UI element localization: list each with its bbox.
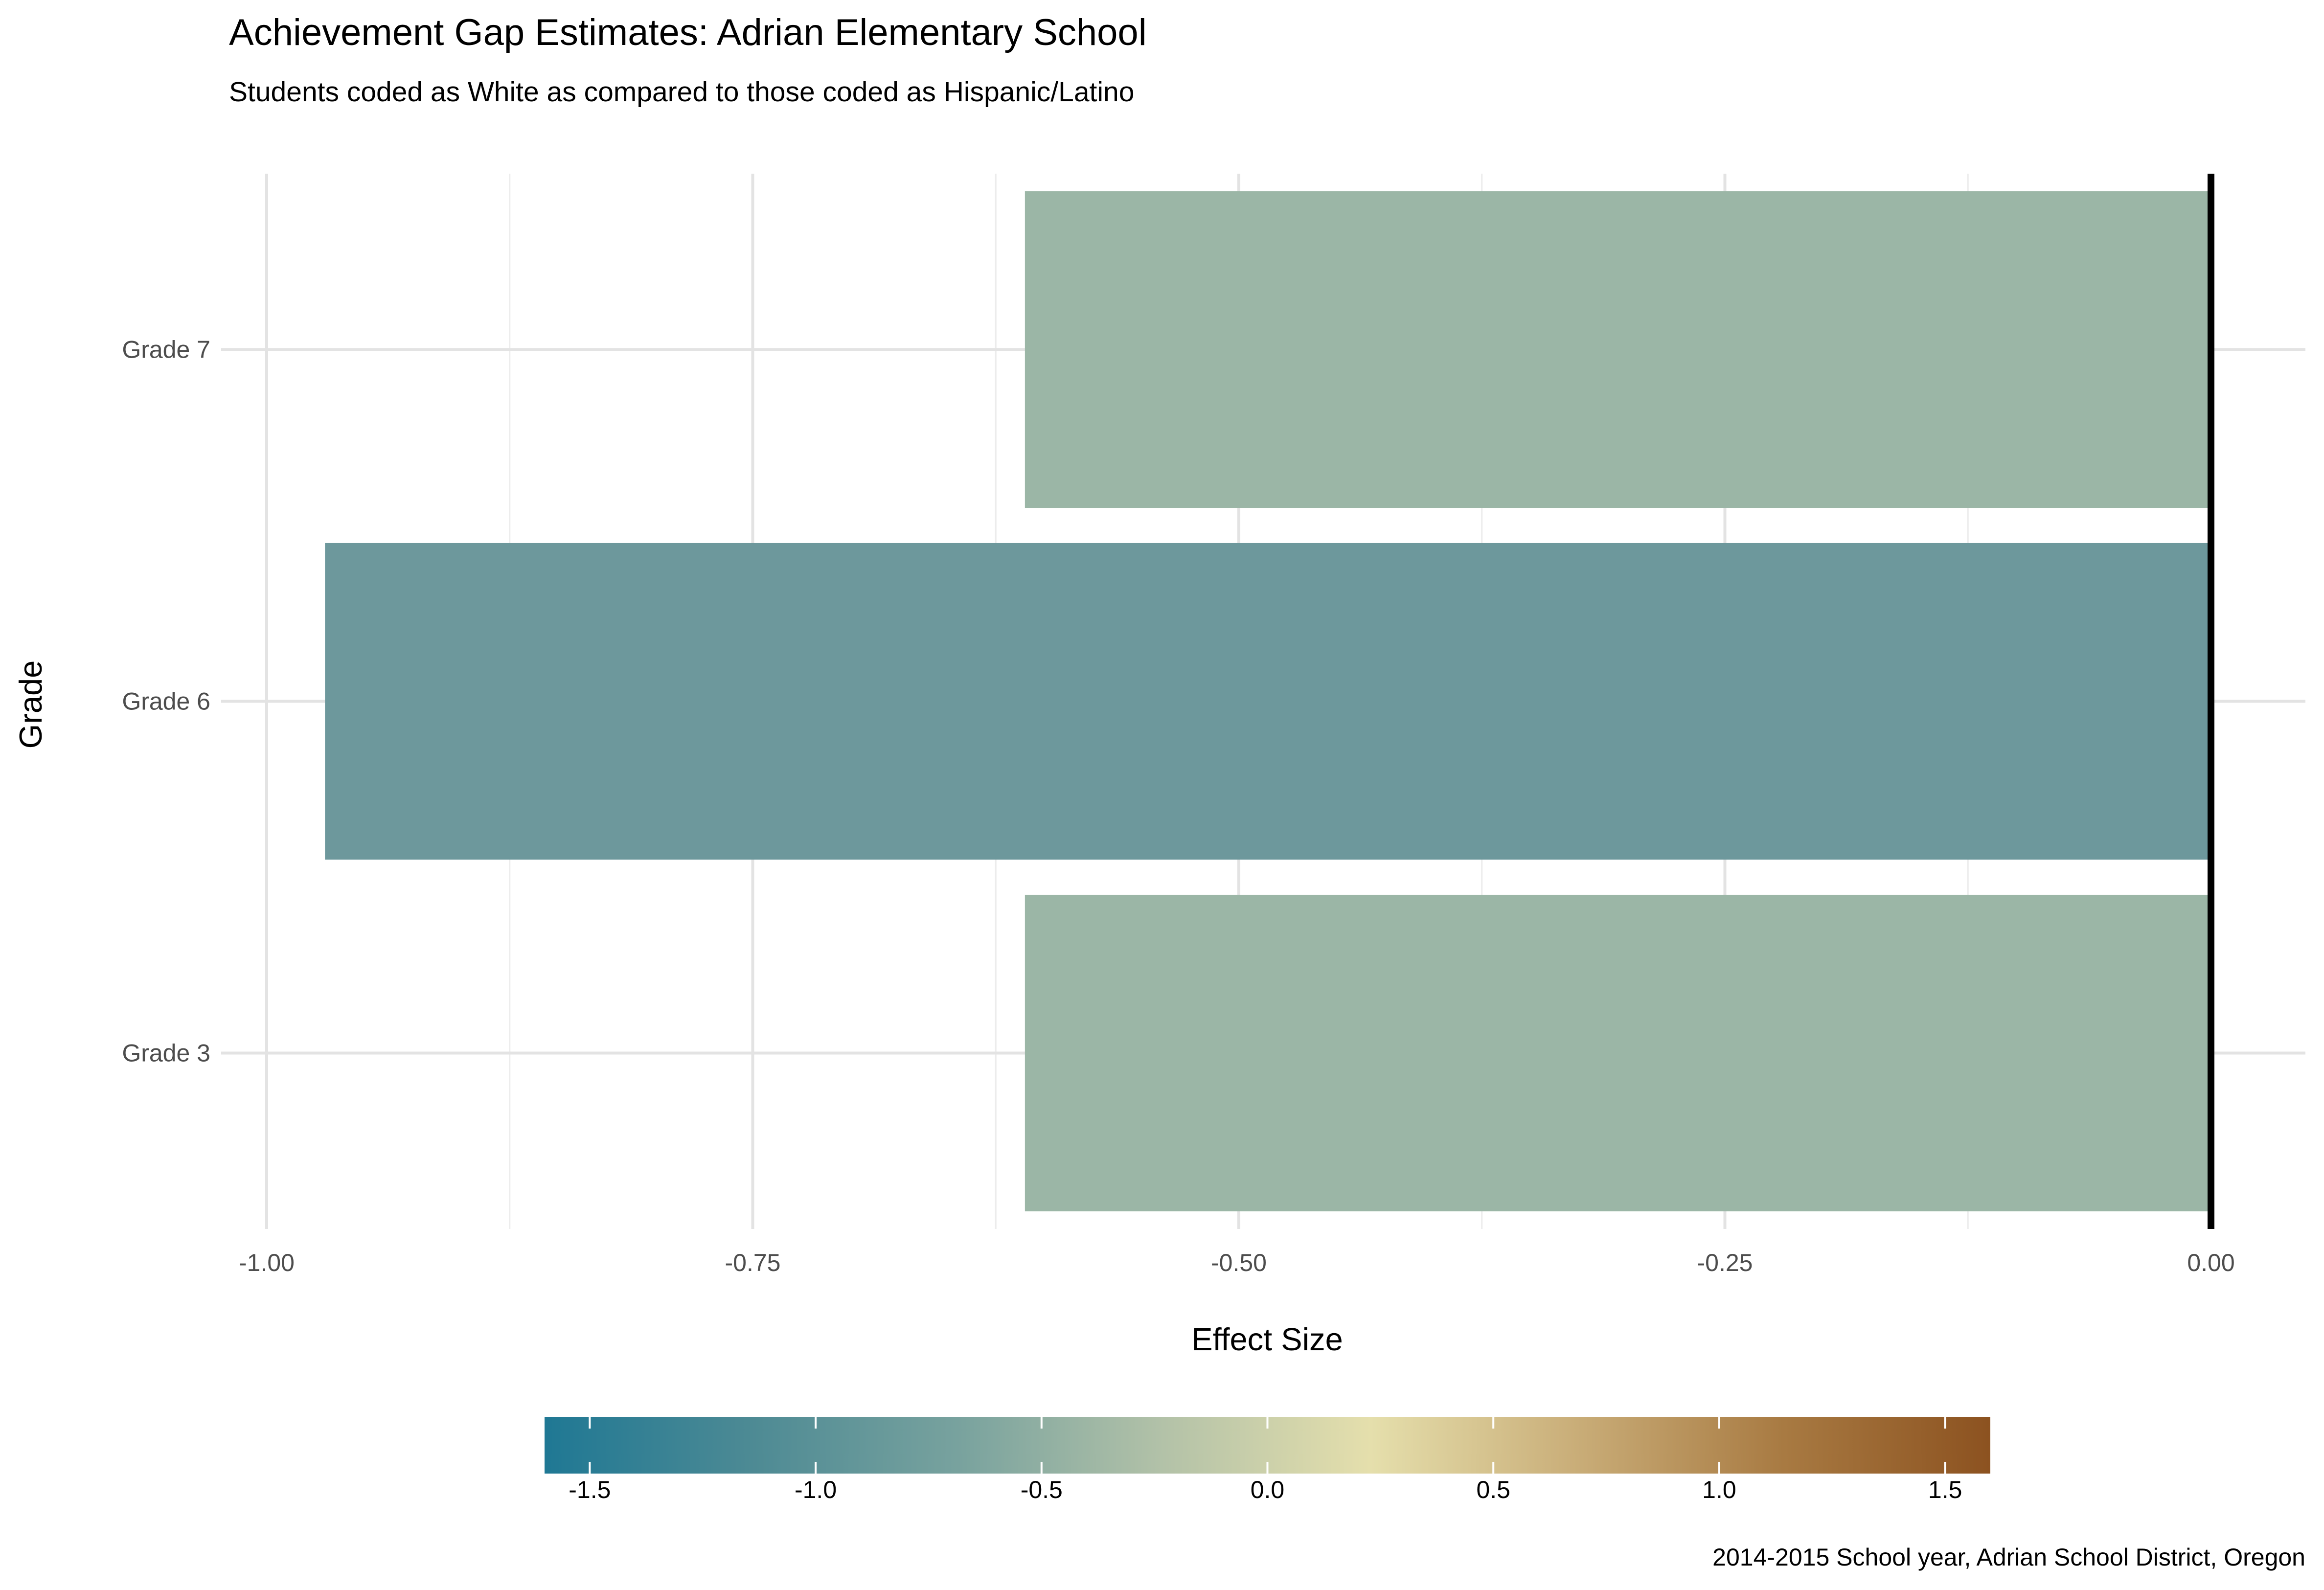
x-tick-label: -0.50 [1211,1249,1267,1276]
colorbar-label: -1.0 [795,1476,837,1503]
bars [325,191,2211,1212]
x-axis-title: Effect Size [1191,1321,1343,1357]
bar-grade-3 [1025,894,2211,1212]
bar-grade-7 [1025,191,2211,508]
colorbar-label: -0.5 [1021,1476,1063,1503]
colorbar-label: 0.5 [1476,1476,1510,1503]
x-tick-label: -0.75 [725,1249,781,1276]
colorbar-ticks [589,1417,1946,1474]
colorbar-legend: -1.5 -1.0 -0.5 0.0 0.5 1.0 1.5 [545,1417,1990,1503]
x-tick-label: 0.00 [2187,1249,2234,1276]
x-tick-label: -1.00 [239,1249,295,1276]
caption: 2014-2015 School year, Adrian School Dis… [1712,1544,2305,1571]
colorbar-label: 0.0 [1251,1476,1285,1503]
chart-subtitle: Students coded as White as compared to t… [229,76,1134,108]
colorbar-label: -1.5 [569,1476,611,1503]
colorbar-label: 1.0 [1702,1476,1736,1503]
y-tick-labels: Grade 7 Grade 6 Grade 3 [122,336,210,1067]
x-tick-labels: -1.00 -0.75 -0.50 -0.25 0.00 [239,1249,2235,1276]
y-tick-label: Grade 7 [122,336,210,363]
colorbar-labels: -1.5 -1.0 -0.5 0.0 0.5 1.0 1.5 [569,1476,1962,1503]
y-tick-label: Grade 3 [122,1040,210,1067]
bar-grade-6 [325,543,2211,860]
chart-title: Achievement Gap Estimates: Adrian Elemen… [229,12,1147,53]
y-tick-label: Grade 6 [122,688,210,715]
x-tick-label: -0.25 [1697,1249,1753,1276]
y-axis-title: Grade [13,660,48,749]
colorbar-label: 1.5 [1928,1476,1962,1503]
